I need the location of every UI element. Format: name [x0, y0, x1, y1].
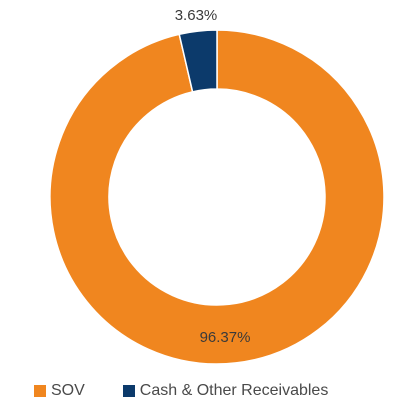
legend-item-sov: SOV	[34, 382, 85, 400]
legend-item-cash: Cash & Other Receivables	[122, 382, 329, 400]
legend-label-sov: SOV	[51, 382, 85, 399]
legend-swatch-cash	[122, 385, 135, 397]
chart-legend: SOV Cash & Other Receivables	[34, 382, 366, 400]
donut-slices	[49, 29, 385, 365]
slice-label-cash-other-receivables: 3.63%	[175, 7, 218, 24]
slice-labels: 96.37% 3.63%	[175, 7, 251, 346]
legend-swatch-sov	[34, 385, 46, 397]
slice-label-sov: 96.37%	[200, 329, 251, 346]
slice-sov	[49, 29, 385, 365]
slice-cash-other-receivables	[178, 29, 218, 93]
legend-label-cash: Cash & Other Receivables	[139, 382, 329, 399]
